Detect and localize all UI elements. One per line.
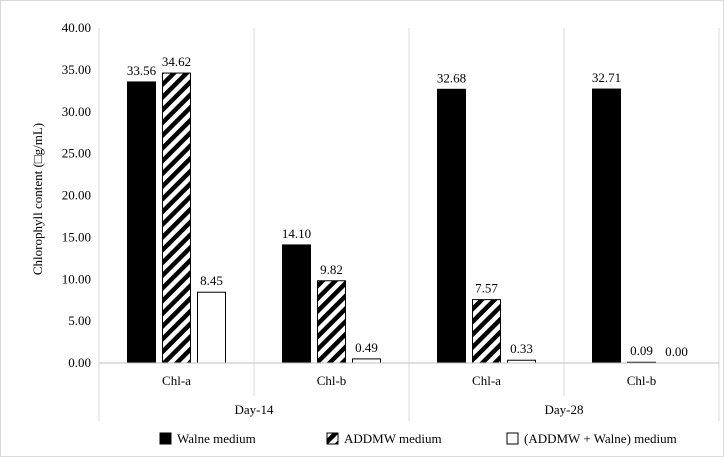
y-tick-label: 40.00 [62, 20, 91, 35]
data-label: 8.45 [200, 273, 223, 288]
bar [592, 88, 621, 364]
legend-swatch [506, 432, 519, 445]
data-label: 0.49 [355, 340, 378, 355]
data-label: 32.68 [437, 70, 466, 85]
legend-label: (ADDMW + Walne) medium [524, 431, 677, 446]
bar [127, 81, 156, 364]
legend-item: ADDMW medium [326, 431, 442, 446]
y-tick-label: 10.00 [62, 271, 91, 286]
y-tick-label: 25.00 [62, 146, 91, 161]
data-label: 34.62 [162, 54, 191, 69]
data-label: 0.09 [630, 343, 653, 358]
group-label: Day-28 [545, 402, 584, 417]
legend-label: ADDMW medium [344, 431, 442, 446]
legend-item: Walne medium [159, 431, 256, 446]
bar [437, 88, 466, 364]
legend-label: Walne medium [177, 431, 256, 446]
x-tick-label: Chl-b [317, 373, 347, 388]
data-label: 0.00 [665, 344, 688, 359]
legend: Walne medium ADDMW medium (ADDMW + Walne) … [159, 431, 677, 446]
data-label: 9.82 [320, 262, 343, 277]
x-tick-label: Chl-b [627, 373, 657, 388]
bar [472, 299, 501, 364]
legend-swatch [326, 432, 339, 445]
bar [162, 72, 191, 364]
y-axis-title: Chlorophyll content (□g/mL) [30, 123, 45, 275]
data-label: 14.10 [282, 226, 311, 241]
x-tick-label: Chl-a [472, 373, 501, 388]
bar [317, 280, 346, 364]
data-label: 7.57 [475, 281, 498, 296]
data-label: 33.56 [127, 63, 157, 78]
y-tick-label: 0.00 [68, 355, 91, 370]
bar [352, 358, 381, 364]
bar [197, 291, 226, 364]
y-tick-label: 30.00 [62, 104, 91, 119]
legend-swatch [159, 432, 172, 445]
data-label: 32.71 [592, 70, 621, 85]
y-tick-label: 20.00 [62, 188, 91, 203]
x-tick-label: Chl-a [162, 373, 191, 388]
data-label: 0.33 [510, 341, 533, 356]
y-tick-label: 5.00 [68, 313, 91, 328]
bar [282, 244, 311, 364]
y-tick-label: 15.00 [62, 229, 91, 244]
y-tick-label: 35.00 [62, 62, 91, 77]
group-label: Day-14 [235, 402, 274, 417]
legend-item: (ADDMW + Walne) medium [506, 431, 677, 446]
